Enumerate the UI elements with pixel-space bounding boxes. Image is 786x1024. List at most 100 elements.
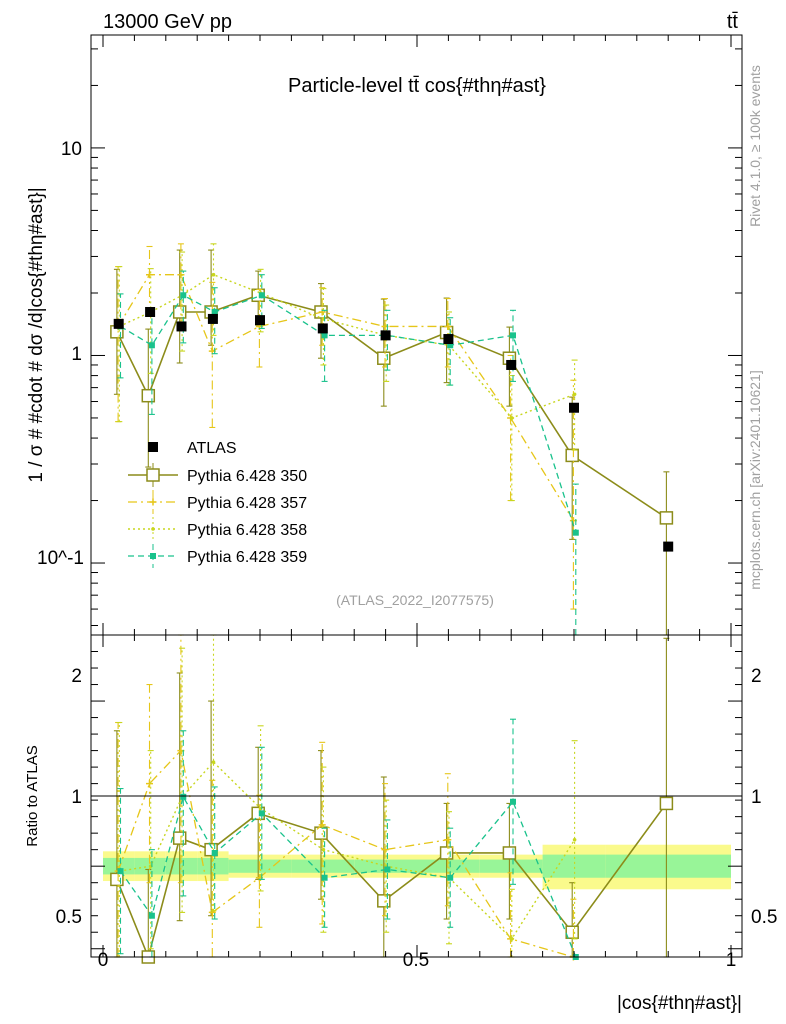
ratio-p350-point-10 <box>659 796 674 811</box>
main-p350-point-1 <box>141 388 156 403</box>
ratio-p359-point-1 <box>148 912 155 919</box>
x-axis-label: |cos{#thη#ast}| <box>617 993 742 1014</box>
band-inner-4 <box>228 859 292 873</box>
ratio-tick-label-0-5-right: 0.5 <box>751 907 777 928</box>
legend-marker-atlas <box>148 442 158 452</box>
plot-title: Particle-level tt̄ cos{#thη#ast} <box>288 75 546 97</box>
ratio-p359-point-0 <box>117 868 124 875</box>
legend-label-359: Pythia 6.428 359 <box>187 549 307 566</box>
axis-ticks <box>91 35 742 957</box>
ratio-tick-label-2-right: 2 <box>751 666 762 687</box>
main-p358-line <box>119 273 575 419</box>
ratio-p357-point-1 <box>146 780 153 788</box>
main-p359-line <box>120 294 577 533</box>
ratio-p350-point-0 <box>110 872 124 887</box>
main-p357-point-7 <box>444 322 452 330</box>
ratio-p358-point-3 <box>211 760 216 764</box>
legend-label-358: Pythia 6.428 358 <box>187 522 307 539</box>
atlas-point-5 <box>317 323 328 334</box>
atlas-point-7 <box>443 334 454 345</box>
legend-marker-p359 <box>150 553 156 559</box>
atlas-point-3 <box>207 313 218 324</box>
ratio-tick-label-1-right: 1 <box>751 787 762 808</box>
main-p358-point-8 <box>510 416 514 420</box>
legend-marker-p358 <box>151 527 155 531</box>
main-p359-point-3 <box>211 308 218 315</box>
ratio-p359-point-2 <box>180 793 187 800</box>
ratio-p359-point-6 <box>384 866 391 873</box>
band-inner-7 <box>417 859 480 873</box>
ratio-p358-point-8 <box>510 937 514 941</box>
main-p358-point-9 <box>572 392 577 397</box>
atlas-point-9 <box>569 402 579 413</box>
ratio-p350-point-7 <box>439 846 454 860</box>
ratio-p350-point-6 <box>377 894 391 908</box>
ratio-p350-point-8 <box>502 846 517 860</box>
atlas-point-8 <box>506 359 517 370</box>
legend-marker-p350 <box>146 468 160 482</box>
main-p357-point-5 <box>318 308 326 316</box>
analysis-id: (ATLAS_2022_I2077575) <box>336 592 494 608</box>
atlas-point-2 <box>176 321 187 332</box>
ratio-y-axis-label: Ratio to ATLAS <box>24 745 41 846</box>
mcplots-label: mcplots.cern.ch [arXiv:2401.10621] <box>747 370 763 589</box>
main-p350-point-6 <box>377 351 391 365</box>
atlas-point-1 <box>145 306 156 317</box>
x-tick-label-0-5: 0.5 <box>403 950 429 971</box>
y-tick-label-0-1: 10^-1 <box>37 548 84 569</box>
main-p359-point-8 <box>510 332 516 339</box>
ratio-p359-point-5 <box>321 874 328 881</box>
main-p357-point-2 <box>177 271 185 279</box>
legend-label-357: Pythia 6.428 357 <box>187 495 307 512</box>
main-p357-point-1 <box>146 271 153 279</box>
ratio-p359-point-4 <box>258 810 265 817</box>
ratio-p357-line <box>117 749 574 958</box>
process-label: tt̄ <box>727 11 739 33</box>
y-tick-label-1: 1 <box>71 344 82 365</box>
main-p358-point-3 <box>211 272 216 277</box>
band-inner-10 <box>605 854 731 878</box>
main-p350-point-9 <box>565 448 579 463</box>
legend: ATLAS Pythia 6.428 350 Pythia 6.428 357 … <box>128 440 307 568</box>
ratio-p358-point-9 <box>572 837 577 842</box>
main-p359-point-5 <box>321 332 328 339</box>
x-tick-label-0: 0 <box>98 950 109 971</box>
ratio-tick-label-0-5-left: 0.5 <box>56 907 82 928</box>
ratio-p357-point-5 <box>318 821 326 829</box>
main-p359-point-2 <box>180 292 187 299</box>
ratio-p357-point-3 <box>208 908 216 916</box>
ratio-p358-point-5 <box>321 847 326 852</box>
ratio-p359-point-3 <box>211 849 218 856</box>
main-p359-point-1 <box>148 342 155 349</box>
y-tick-label-10: 10 <box>61 139 82 160</box>
y-axis-label: 1 / σ # #cdot # dσ /d|cos{#thη#ast}| <box>26 187 47 482</box>
legend-label-350: Pythia 6.428 350 <box>187 468 307 485</box>
main-p359-point-9 <box>572 529 579 536</box>
atlas-data-layer <box>113 306 674 552</box>
ratio-tick-label-2-left: 2 <box>71 666 82 687</box>
ratio-p350-point-9 <box>565 925 579 939</box>
ratio-p359-point-8 <box>510 798 516 805</box>
main-p357-line <box>117 274 574 521</box>
energy-label: 13000 GeV pp <box>103 11 232 33</box>
atlas-point-4 <box>255 315 265 326</box>
main-plot-frame <box>90 34 743 636</box>
band-inner-8 <box>479 859 543 873</box>
ratio-p350-point-2 <box>172 831 187 845</box>
ratio-p359-point-7 <box>447 874 454 881</box>
atlas-point-0 <box>113 318 124 329</box>
main-p350-point-2 <box>172 305 187 319</box>
legend-label-atlas: ATLAS <box>187 440 237 457</box>
band-inner-0 <box>103 857 135 875</box>
ratio-tick-label-1-left: 1 <box>71 787 82 808</box>
main-p350-point-10 <box>659 511 674 525</box>
main-p359-point-4 <box>258 292 265 299</box>
band-inner-3 <box>197 857 229 875</box>
main-p359-point-7 <box>447 342 454 349</box>
ratio-p357-point-7 <box>444 836 452 844</box>
uncertainty-bands <box>103 844 731 890</box>
rivet-version-label: Rivet 4.1.0, ≥ 100k events <box>747 65 763 227</box>
atlas-point-10 <box>663 541 674 552</box>
ratio-p357-point-6 <box>381 846 389 854</box>
